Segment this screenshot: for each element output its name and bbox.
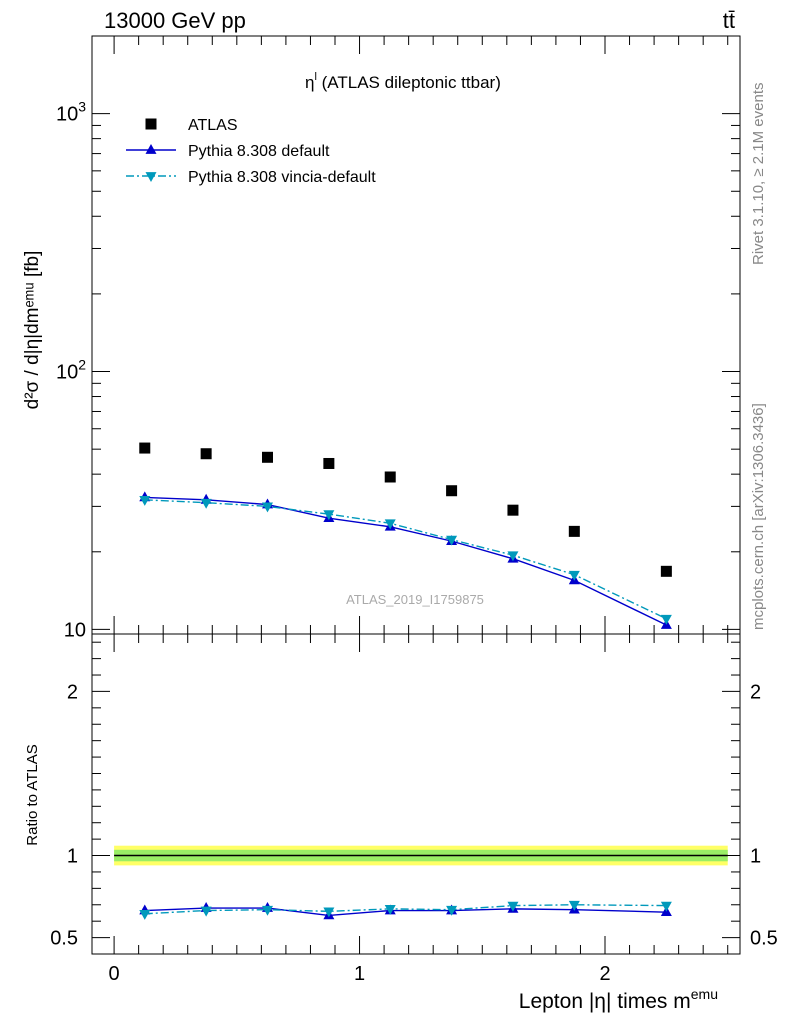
legend-marker	[145, 172, 157, 183]
data-point	[660, 614, 672, 625]
ratio-series	[139, 900, 672, 920]
title-symbol: η	[305, 73, 314, 92]
legend-item: Pythia 8.308 default	[126, 143, 330, 160]
x-axis-label: Lepton |η| times memu	[519, 986, 718, 1013]
ratio-frame	[91, 633, 741, 955]
ratio-point	[139, 909, 151, 920]
legend-label: Pythia 8.308 vincia-default	[188, 169, 376, 186]
ratio-ytick-labels: 0.5 0.5 1 1 2 2	[50, 681, 778, 949]
x-tick-label: 0	[109, 963, 120, 985]
data-point	[568, 525, 580, 537]
ratio-point	[384, 905, 396, 915]
ratio-point	[446, 905, 458, 916]
data-point	[507, 504, 519, 516]
ratio-point	[568, 900, 580, 911]
watermark: ATLAS_2019_I1759875	[346, 592, 484, 607]
data-point	[446, 485, 458, 497]
ratio-y-tick-label: 2	[67, 681, 78, 703]
legend-item: Pythia 8.308 vincia-default	[126, 169, 376, 186]
data-point	[660, 565, 672, 577]
ratio-y-tick-label-right: 0.5	[750, 928, 778, 950]
data-point	[446, 535, 458, 546]
main-y-tick-label: 10	[64, 619, 86, 641]
ratio-point	[660, 901, 672, 912]
ratio-series-1	[139, 900, 672, 920]
main-ticks	[92, 35, 740, 634]
ratio-y-axis-label: Ratio to ATLAS	[24, 744, 41, 845]
ratio-point	[200, 906, 212, 917]
ratio-band	[114, 845, 728, 866]
x-tick-label: 2	[599, 963, 610, 985]
data-point	[384, 471, 396, 483]
data-point	[507, 551, 519, 562]
main-y-tick-label: 102	[56, 357, 86, 384]
main-ytick-labels: 10 102 103	[56, 99, 86, 642]
legend: ATLAS Pythia 8.308 default Pythia 8.308 vi…	[126, 117, 376, 186]
ratio-series-0	[139, 902, 672, 920]
ratio-y-tick-label-right: 2	[750, 681, 761, 703]
ratio-point	[323, 907, 335, 918]
data-point	[200, 498, 212, 509]
data-point	[568, 570, 580, 581]
rivet-label: Rivet 3.1.10, ≥ 2.1M events	[750, 83, 767, 266]
main-panel: 10 102 103 ηl (ATLAS dileptonic ttbar) ATL…	[22, 35, 741, 642]
data-point	[139, 442, 151, 454]
process-label: tt̄	[723, 8, 735, 33]
ratio-line	[144, 904, 667, 915]
ratio-point	[262, 905, 273, 916]
x-axis-label-text: Lepton |η| times m	[519, 990, 691, 1013]
series-0	[139, 442, 672, 577]
plot-title: ηl (ATLAS dileptonic ttbar)	[305, 71, 501, 92]
legend-label: ATLAS	[188, 117, 238, 134]
data-point	[200, 448, 212, 460]
x-axis-label-superscript: emu	[691, 986, 718, 1002]
energy-label: 13000 GeV pp	[104, 8, 246, 33]
legend-label: Pythia 8.308 default	[188, 143, 330, 160]
data-point	[384, 519, 396, 530]
series-2	[139, 496, 672, 625]
title-text: (ATLAS dileptonic ttbar)	[317, 73, 501, 92]
main-series	[139, 442, 672, 629]
ratio-y-tick-label-right: 1	[750, 846, 761, 868]
x-tick-label: 1	[354, 963, 365, 985]
ratio-y-tick-label: 0.5	[50, 928, 78, 950]
data-point	[139, 496, 151, 506]
ratio-point	[507, 901, 519, 912]
ratio-ticks	[92, 634, 740, 954]
data-point	[262, 502, 273, 513]
data-point	[323, 457, 335, 469]
data-point	[262, 451, 273, 463]
legend-marker	[145, 143, 157, 154]
ratio-panel: 0.5 0.5 1 1 2 2 0 1 2 Ratio to ATLAS Lepton |η|…	[24, 633, 778, 1013]
title-superscript: l	[314, 71, 316, 83]
source-label: mcplots.cern.ch [arXiv:1306.3436]	[750, 403, 767, 630]
series-1	[139, 491, 672, 629]
data-point	[323, 510, 335, 521]
main-y-tick-label: 103	[56, 99, 86, 126]
main-y-axis-label: d²σ / d|η|dmᵉᵐᵘ [fb]	[22, 251, 43, 410]
legend-marker	[145, 118, 157, 130]
ratio-y-tick-label: 1	[67, 846, 78, 868]
legend-item: ATLAS	[145, 117, 238, 134]
x-tick-labels: 0 1 2	[109, 963, 611, 985]
